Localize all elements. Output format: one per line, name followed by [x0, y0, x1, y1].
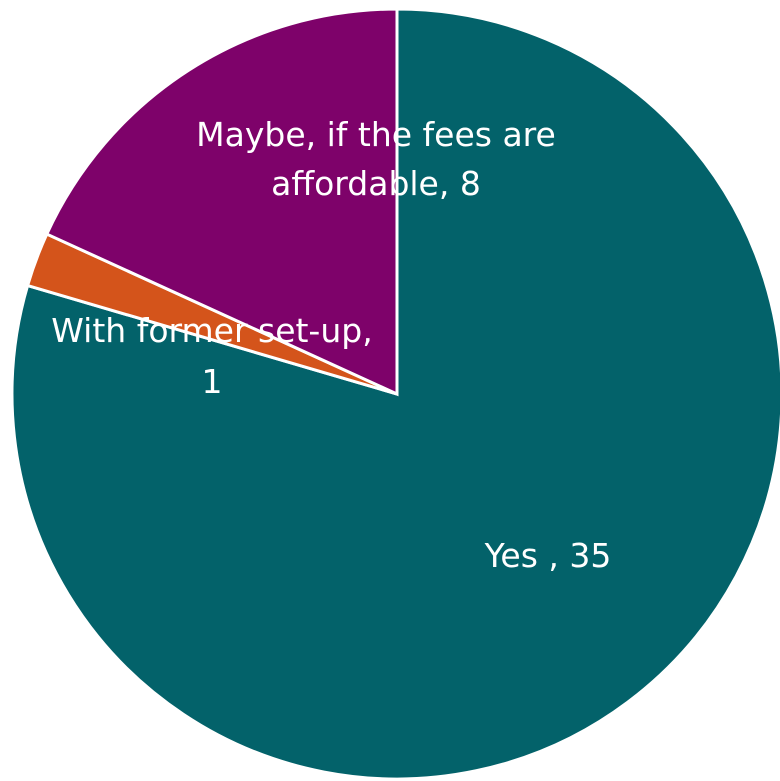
pie-slice-maybe-affordable [44, 7, 399, 397]
data-label-yes: Yes , 35 [484, 536, 612, 575]
pie-slices [10, 7, 780, 781]
data-label-line: With former set-up, [51, 311, 372, 350]
data-label-line: Yes , 35 [484, 536, 612, 575]
data-label-line: 1 [202, 362, 223, 401]
data-label-maybe-affordable: Maybe, if the fees are affordable, 8 [196, 115, 556, 203]
data-label-line: Maybe, if the fees are [196, 115, 556, 154]
data-label-with-former-setup: With former set-up, 1 [51, 311, 372, 401]
data-label-line: affordable, 8 [271, 164, 481, 203]
pie-labels: Yes , 35 With former set-up, 1 Maybe, if th… [51, 115, 611, 575]
